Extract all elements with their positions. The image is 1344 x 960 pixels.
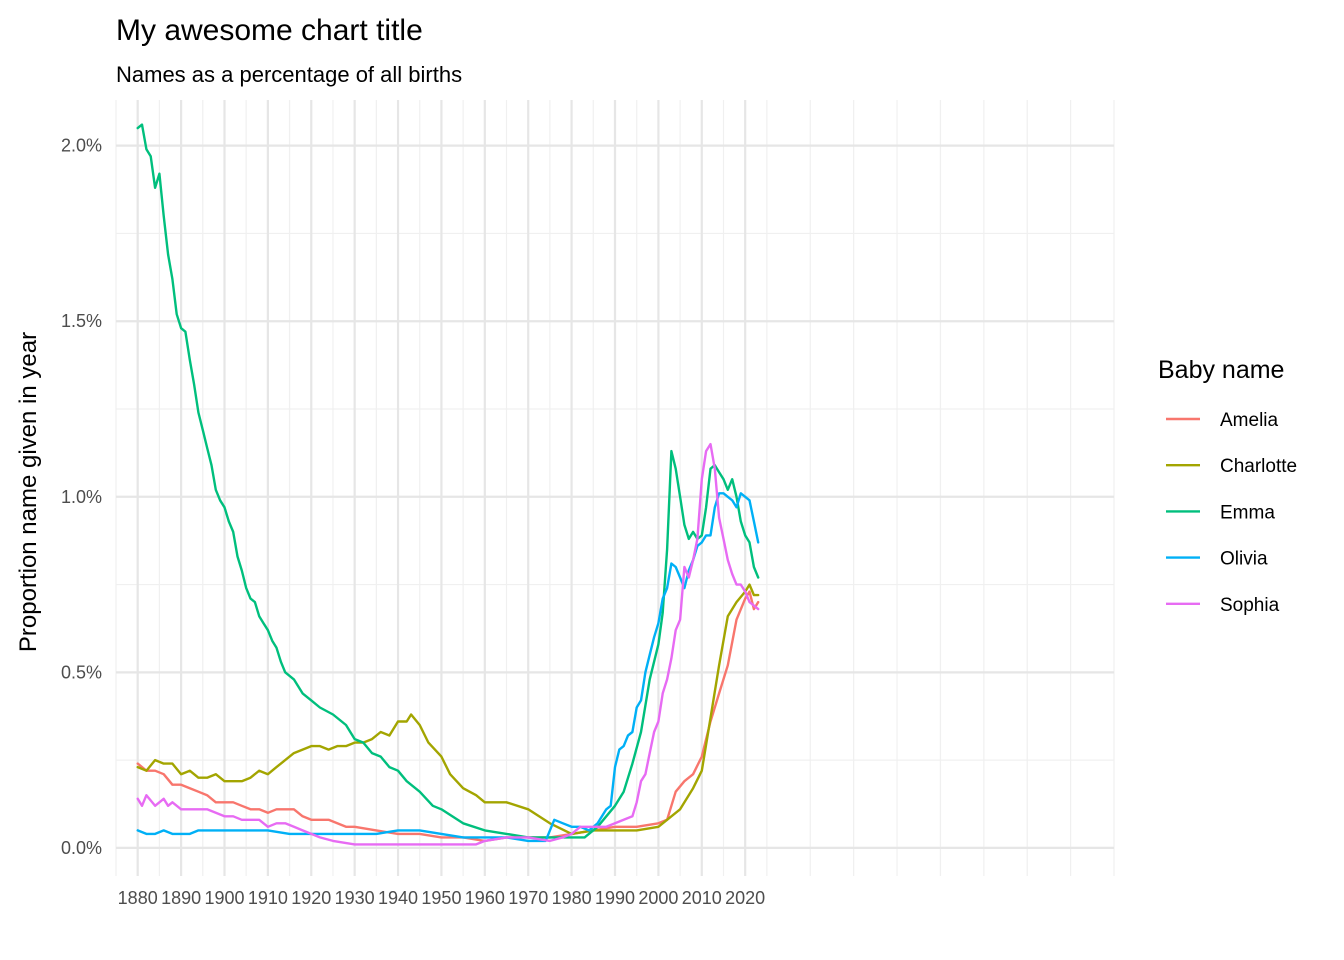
x-tick-label: 1980 (552, 888, 592, 908)
x-tick-label: 1950 (421, 888, 461, 908)
x-tick-label: 2020 (725, 888, 765, 908)
y-axis-ticks: 0.0% 0.5% 1.0% 1.5% 2.0% (61, 136, 102, 858)
y-tick-label: 2.0% (61, 136, 102, 156)
series-lines (136, 123, 760, 846)
legend-label-emma: Emma (1220, 502, 1275, 523)
x-tick-label: 1970 (508, 888, 548, 908)
x-tick-label: 1880 (118, 888, 158, 908)
x-tick-label: 1920 (291, 888, 331, 908)
series-line-sophia (136, 442, 760, 846)
x-tick-label: 1940 (378, 888, 418, 908)
legend-label-charlotte: Charlotte (1220, 456, 1297, 477)
series-line-amelia (136, 590, 760, 843)
legend: Baby name Amelia Charlotte Emma Olivia Sophi… (1158, 356, 1297, 616)
legend-items: Amelia Charlotte Emma Olivia Sophia (1166, 410, 1297, 616)
chart-title: My awesome chart title (116, 14, 423, 47)
series-line-emma (136, 123, 760, 839)
y-tick-label: 1.5% (61, 311, 102, 331)
chart-subtitle: Names as a percentage of all births (116, 62, 462, 87)
y-tick-label: 0.0% (61, 838, 102, 858)
legend-title: Baby name (1158, 356, 1284, 384)
legend-label-sophia: Sophia (1220, 595, 1280, 616)
x-tick-label: 2010 (682, 888, 722, 908)
x-axis-ticks: 1880 1890 1900 1910 1920 1930 1940 1950 1960 1970… (118, 888, 766, 908)
x-tick-label: 1910 (248, 888, 288, 908)
x-tick-label: 1930 (335, 888, 375, 908)
x-tick-label: 2000 (638, 888, 678, 908)
y-axis-label: Proportion name given in year (15, 332, 42, 652)
y-tick-label: 1.0% (61, 487, 102, 507)
series-line-charlotte (136, 583, 760, 836)
plot-grid (115, 100, 1115, 876)
x-tick-label: 1960 (465, 888, 505, 908)
x-tick-label: 1890 (161, 888, 201, 908)
x-tick-label: 1990 (595, 888, 635, 908)
x-tick-label: 1900 (204, 888, 244, 908)
legend-label-olivia: Olivia (1220, 549, 1268, 570)
legend-label-amelia: Amelia (1220, 410, 1279, 431)
y-tick-label: 0.5% (61, 662, 102, 682)
series-line-olivia (136, 492, 760, 843)
